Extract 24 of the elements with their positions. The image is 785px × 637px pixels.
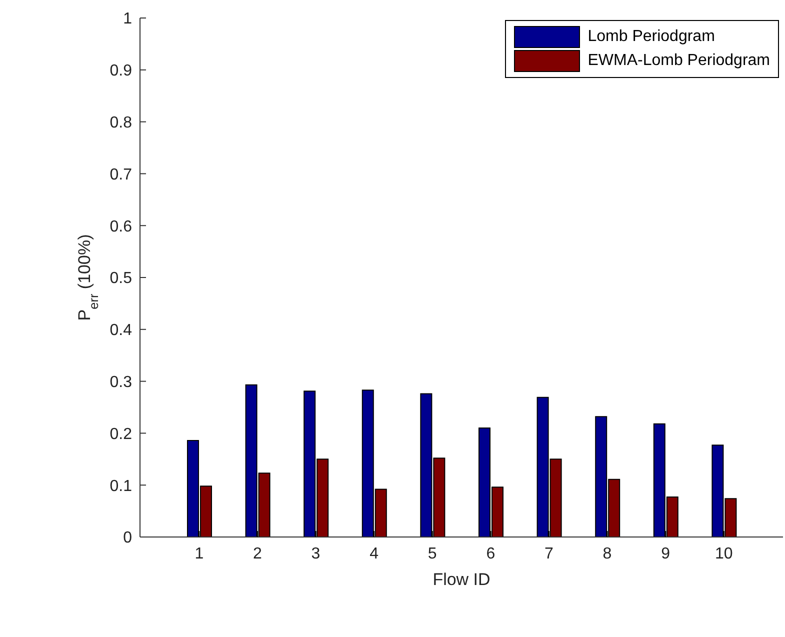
x-tick-label: 3 [311,545,320,562]
y-tick-label: 0.2 [110,426,132,443]
x-tick-label: 1 [194,545,204,562]
y-tick-label: 0.4 [110,322,132,340]
x-tick-label: 2 [252,545,262,562]
y-tick-label: 0.5 [110,270,132,288]
y-tick-label: 1 [123,10,132,28]
x-tick-label: 10 [714,545,733,562]
y-tick-label: 0 [123,530,132,547]
y-tick-label: 0.7 [110,166,132,184]
x-tick-label: 9 [661,545,670,562]
x-tick-label: 8 [602,545,612,562]
x-axis-title: Flow ID [432,570,490,589]
y-tick-label: 0.8 [110,114,132,132]
x-tick-label: 6 [486,545,496,562]
x-tick-label: 4 [370,545,379,562]
y-tick-label: 0.1 [110,478,132,495]
y-tick-label: 0.9 [110,62,132,80]
x-tick-label: 5 [428,545,437,562]
legend-label: Lomb Periodgram [588,28,715,46]
y-tick-label: 0.6 [110,218,132,236]
x-tick-label: 7 [544,545,554,562]
y-tick-label: 0.3 [110,374,132,391]
legend-label: EWMA-Lomb Periodgram [588,52,770,70]
